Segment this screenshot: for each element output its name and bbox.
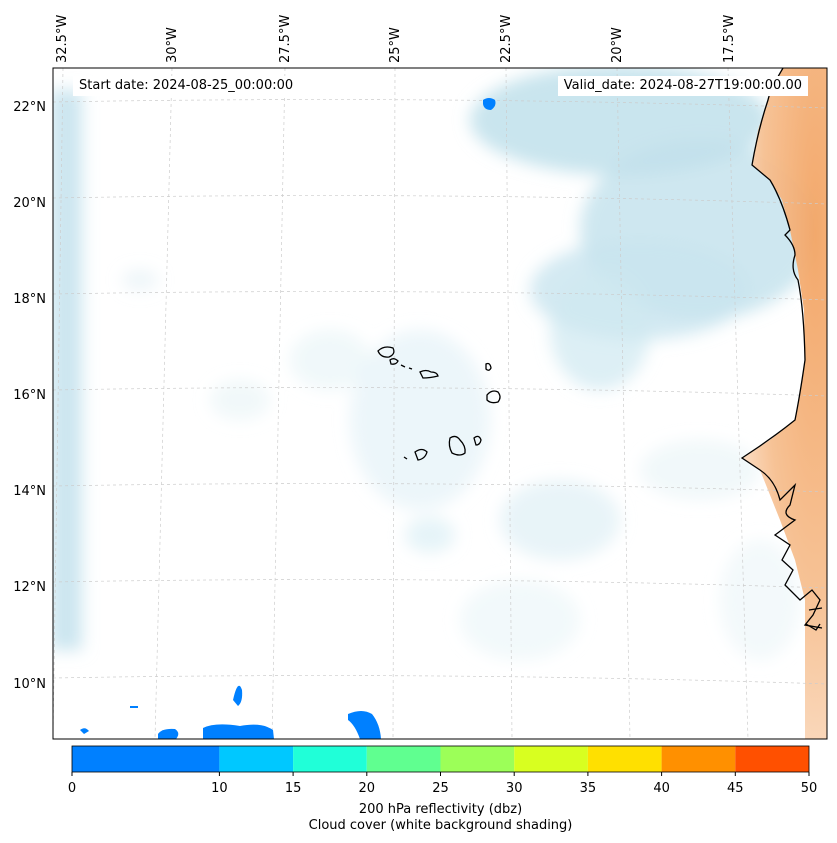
colorbar-segment — [661, 746, 736, 772]
colorbar-title: 200 hPa reflectivity (dbz) — [358, 802, 523, 817]
colorbar-tick-label: 20 — [359, 781, 376, 796]
colorbar-tick-label: 0 — [68, 781, 76, 796]
lat-label: 22°N — [13, 100, 46, 115]
lat-label: 14°N — [13, 484, 46, 499]
start-date-label: Start date: 2024-08-25_00:00:00 — [73, 76, 300, 96]
land-shading — [742, 68, 827, 739]
lat-label: 10°N — [13, 677, 46, 692]
colorbar-segment — [72, 746, 220, 772]
colorbar-segment — [366, 746, 441, 772]
lon-label: 32.5°W — [55, 15, 70, 63]
coastlines — [377, 68, 823, 631]
reflectivity-patches — [80, 98, 496, 739]
colorbar-segment — [440, 746, 515, 772]
lon-label: 27.5°W — [278, 15, 293, 63]
colorbar-segment — [219, 746, 294, 772]
lon-label: 20°W — [610, 27, 625, 63]
lon-label: 22.5°W — [499, 15, 514, 63]
lat-label: 12°N — [13, 580, 46, 595]
colorbar-segment — [587, 746, 662, 772]
lat-label: 20°N — [13, 196, 46, 211]
latitude-labels: 22°N 20°N 18°N 16°N 14°N 12°N 10°N — [13, 100, 46, 692]
map-frame — [52, 67, 828, 740]
cloud-cover-shading — [53, 68, 820, 660]
lat-label: 16°N — [13, 388, 46, 403]
colorbar-tick-label: 45 — [727, 781, 744, 796]
lon-label: 25°W — [388, 27, 403, 63]
colorbar: 0 10 15 20 25 30 35 40 45 50 — [68, 745, 818, 796]
colorbar-subtitle: Cloud cover (white background shading) — [308, 818, 573, 833]
colorbar-tick-label: 30 — [506, 781, 523, 796]
gridlines — [53, 68, 827, 739]
colorbar-segment — [735, 746, 809, 772]
lon-label: 17.5°W — [722, 15, 737, 63]
colorbar-tick-label: 15 — [285, 781, 302, 796]
lat-label: 18°N — [13, 292, 46, 307]
colorbar-tick-label: 25 — [432, 781, 449, 796]
longitude-labels: 32.5°W 30°W 27.5°W 25°W 22.5°W 20°W 17.5… — [55, 15, 737, 63]
colorbar-tick-label: 40 — [653, 781, 670, 796]
colorbar-segment — [514, 746, 588, 772]
colorbar-tick-label: 50 — [801, 781, 818, 796]
lon-label: 30°W — [165, 27, 180, 63]
colorbar-tick-label: 35 — [580, 781, 597, 796]
colorbar-segment — [293, 746, 367, 772]
colorbar-tick-label: 10 — [211, 781, 228, 796]
valid-date-label: Valid_date: 2024-08-27T19:00:00.00 — [557, 76, 808, 96]
map-area — [53, 68, 827, 739]
